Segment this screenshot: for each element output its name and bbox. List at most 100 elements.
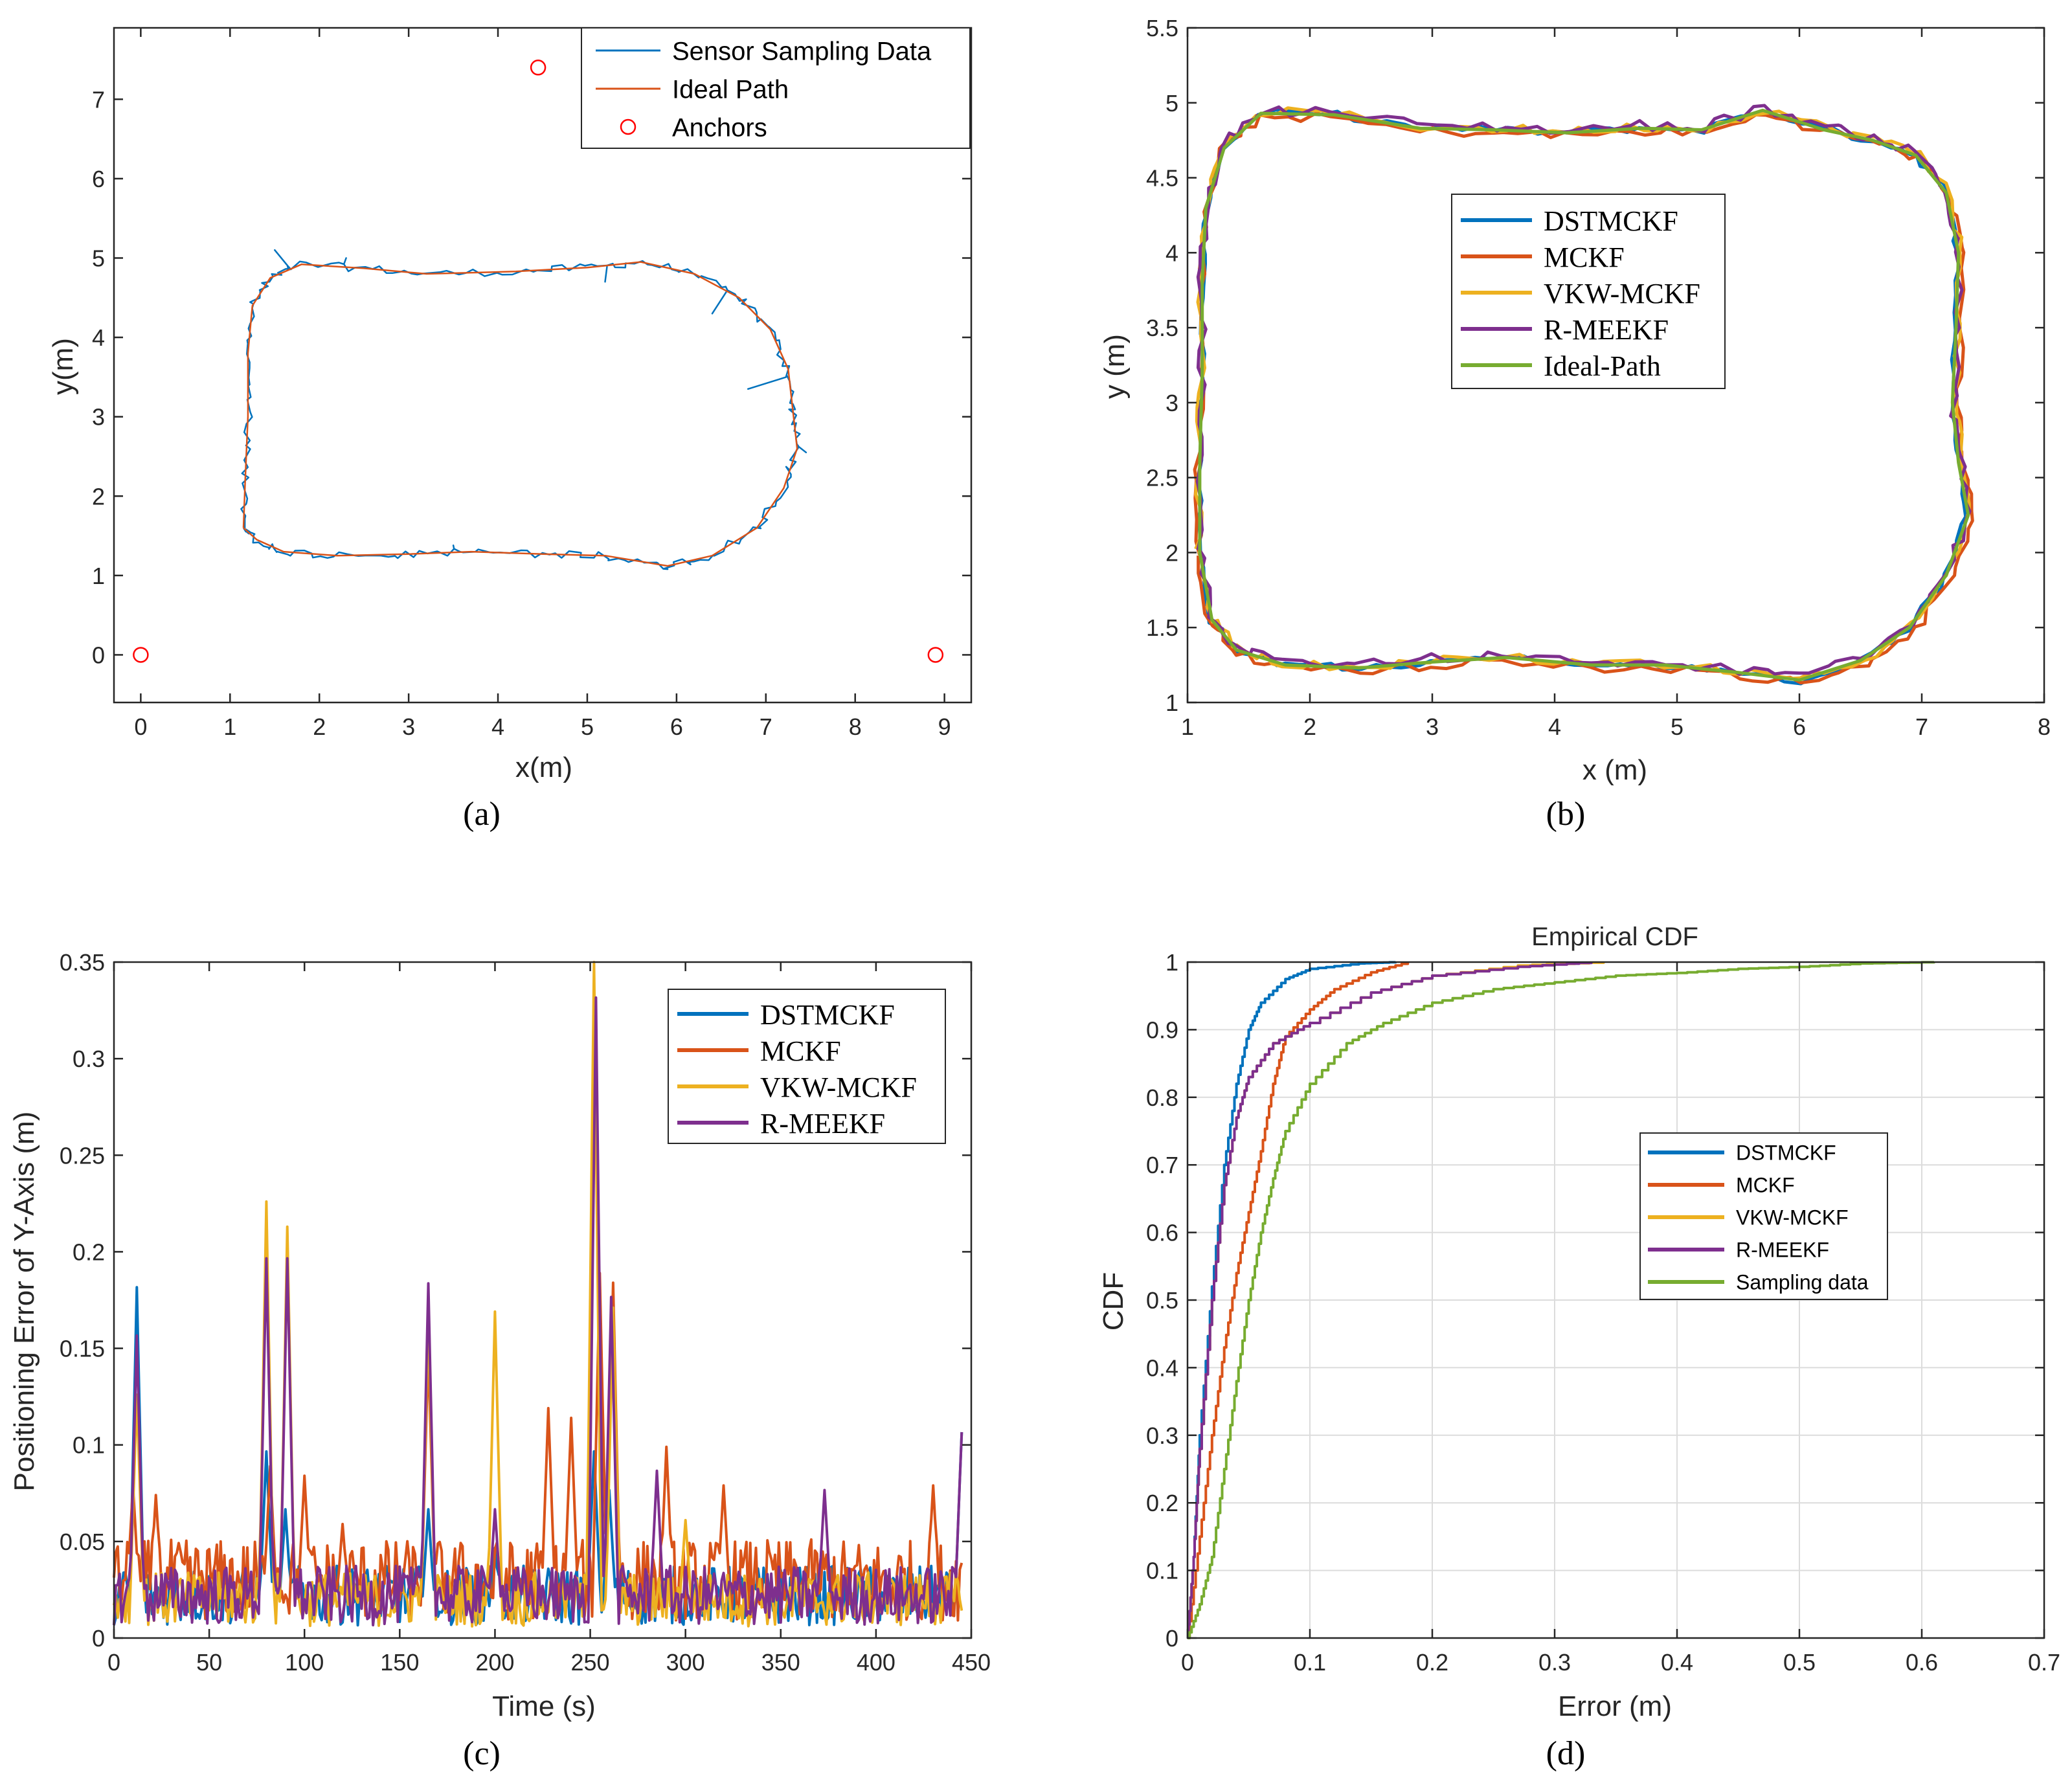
x-tick-label: 150 [380, 1649, 419, 1676]
y-tick-label: 1 [1166, 949, 1178, 976]
y-tick-label: 2 [1166, 539, 1178, 566]
y-tick-label: 0.05 [60, 1529, 105, 1555]
y-tick-label: 0.3 [73, 1046, 105, 1072]
y-tick-label: 1 [1166, 690, 1178, 716]
legend-label: Anchors [672, 113, 767, 142]
x-tick-label: 7 [760, 713, 772, 740]
axes-box [1186, 27, 2045, 704]
y-tick-label: 0.5 [1146, 1287, 1178, 1314]
x-tick-label: 450 [952, 1649, 991, 1676]
x-tick-label: 0 [107, 1649, 120, 1676]
y-tick-label: 3.5 [1146, 315, 1178, 341]
legend-label: VKW-MCKF [760, 1072, 917, 1103]
x-tick-label: 8 [849, 713, 862, 740]
legend-label: VKW-MCKF [1544, 278, 1700, 309]
x-tick-label: 0.6 [1906, 1649, 1938, 1676]
panel-b-xlabel: x (m) [1582, 754, 1647, 786]
y-tick-label: 3 [1166, 390, 1178, 416]
legend: DSTMCKF MCKF VKW-MCKF R-MEEKF [668, 989, 946, 1144]
legend-label: MCKF [1544, 241, 1625, 273]
panel-b: x (m) y (m) (b) 1 2 3 4 5 6 7 8 1 1.5 2 2.5 3 3.5 4 4.5… [1099, 15, 2051, 833]
x-tick-label: 300 [666, 1649, 705, 1676]
y-tick-label: 0.1 [73, 1432, 105, 1459]
ideal-path-trajectory-line [1198, 108, 1970, 682]
panel-c: Time (s) Positioning Error of Y-Axis (m)… [8, 949, 991, 1772]
x-tick-label: 3 [402, 713, 415, 740]
x-tick-label: 0.3 [1538, 1649, 1571, 1676]
panel-b-ylabel: y (m) [1099, 334, 1131, 399]
y-tick-label: 0.6 [1146, 1220, 1178, 1246]
x-tick-label: 0 [134, 713, 147, 740]
panel-a-xlabel: x(m) [515, 752, 572, 783]
panel-a-ylabel: y(m) [47, 338, 79, 395]
legend-label: VKW-MCKF [1736, 1206, 1849, 1229]
y-tick-label: 4 [1166, 240, 1178, 266]
x-tick-label: 8 [2038, 713, 2051, 740]
y-tick-label: 6 [92, 166, 105, 192]
panel-c-ylabel: Positioning Error of Y-Axis (m) [8, 1112, 40, 1492]
legend-label: Ideal-Path [1544, 350, 1661, 382]
legend-label: R-MEEKF [1544, 314, 1669, 346]
x-tick-label: 0.4 [1661, 1649, 1693, 1676]
y-tick-label: 2.5 [1146, 465, 1178, 491]
y-tick-label: 3 [92, 404, 105, 431]
y-tick-label: 4 [92, 324, 105, 351]
legend: DSTMCKF MCKF VKW-MCKF R-MEEKF Ideal-Path [1451, 194, 1726, 389]
y-tick-label: 0.7 [1146, 1152, 1178, 1178]
x-tick-label: 6 [1793, 713, 1806, 740]
legend-label: MCKF [1736, 1174, 1795, 1197]
legend: Sensor Sampling Data Ideal Path Anchors [581, 27, 971, 149]
x-tick-label: 6 [670, 713, 683, 740]
x-tick-label: 0.2 [1416, 1649, 1448, 1676]
axes-box [113, 961, 973, 1639]
x-tick-label: 0 [1181, 1649, 1194, 1676]
legend-label: R-MEEKF [760, 1108, 885, 1139]
x-tick-label: 0.1 [1294, 1649, 1326, 1676]
panel-d: Empirical CDF Error (m) CDF (d) 0 0.1 0.2 0… [1098, 923, 2060, 1772]
x-tick-label: 250 [571, 1649, 610, 1676]
panel-a-plot-area [133, 60, 944, 663]
y-tick-label: 5.5 [1146, 15, 1178, 41]
panel-d-xlabel: Error (m) [1558, 1690, 1672, 1722]
x-tick-label: 9 [938, 713, 951, 740]
x-tick-label: 4 [491, 713, 504, 740]
x-tick-label: 3 [1426, 713, 1439, 740]
x-tick-label: 2 [1303, 713, 1316, 740]
r-meekf-error-series [113, 996, 963, 1627]
x-tick-label: 5 [1671, 713, 1684, 740]
x-tick-label: 100 [285, 1649, 324, 1676]
legend-label: DSTMCKF [760, 999, 895, 1031]
panel-d-title: Empirical CDF [1531, 923, 1698, 951]
y-tick-label: 0.25 [60, 1142, 105, 1169]
legend-label: Sampling data [1736, 1271, 1869, 1294]
x-tick-label: 50 [196, 1649, 222, 1676]
legend-label: DSTMCKF [1736, 1141, 1836, 1165]
y-tick-label: 1 [92, 563, 105, 589]
x-tick-label: 400 [857, 1649, 895, 1676]
panel-a: x(m) y(m) (a) 0 1 2 3 4 5 6 7 8 9 0 1 2 3 4 5 6 7 Sensor S… [47, 27, 973, 833]
sampling-data-cdf-line [1188, 961, 1935, 1639]
y-tick-label: 7 [92, 86, 105, 113]
ideal-path-line [242, 261, 798, 567]
panel-b-caption: (b) [1546, 796, 1586, 833]
y-tick-label: 2 [92, 483, 105, 510]
x-tick-label: 1 [223, 713, 236, 740]
y-tick-label: 0.1 [1146, 1558, 1178, 1584]
panel-d-caption: (d) [1546, 1735, 1586, 1772]
x-tick-label: 2 [313, 713, 326, 740]
panel-b-plot-area [1193, 104, 1974, 686]
y-tick-label: 0.8 [1146, 1084, 1178, 1111]
mckf-cdf-line [1188, 962, 1410, 1639]
x-tick-label: 0.7 [2028, 1649, 2060, 1676]
legend-label: R-MEEKF [1736, 1239, 1829, 1262]
y-tick-label: 0.2 [1146, 1490, 1178, 1516]
y-tick-label: 1.5 [1146, 614, 1178, 641]
y-tick-label: 0.4 [1146, 1354, 1178, 1381]
axes-box [113, 27, 973, 704]
anchor-marker [133, 647, 149, 663]
mckf-error-series [113, 1272, 963, 1622]
y-tick-label: 4.5 [1146, 165, 1178, 192]
legend-label: MCKF [760, 1035, 841, 1067]
